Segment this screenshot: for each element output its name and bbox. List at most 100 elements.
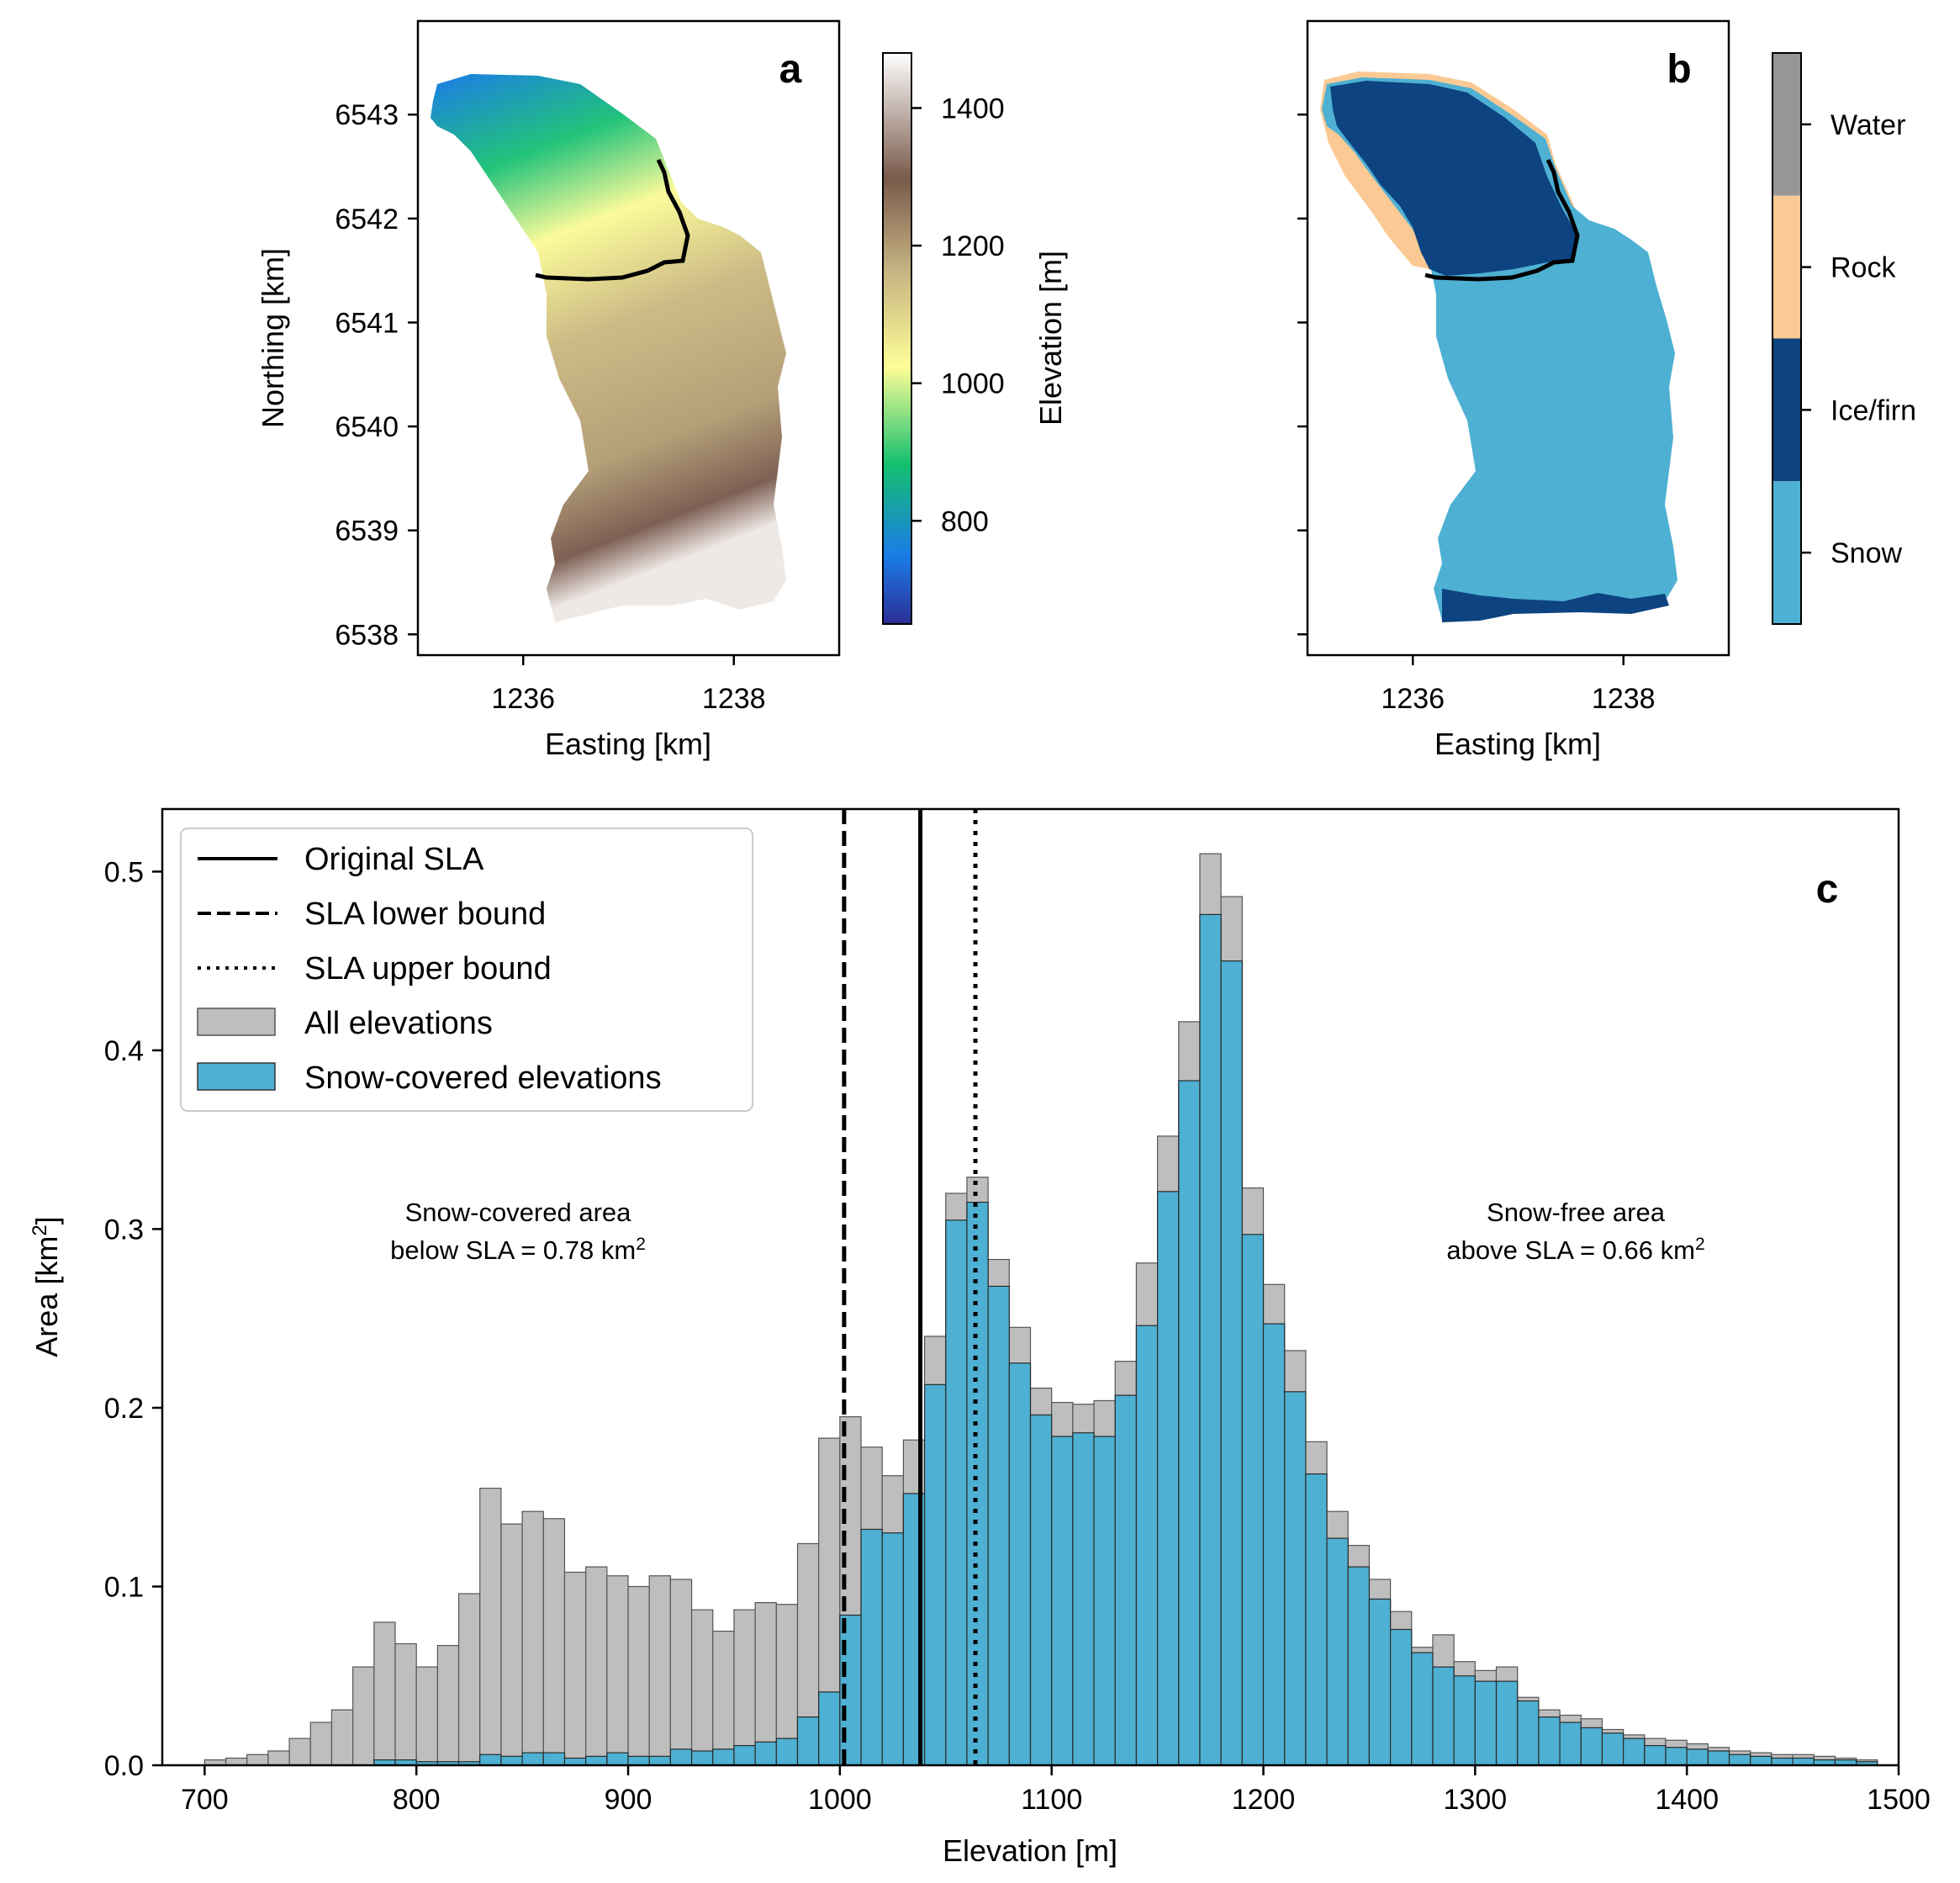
bar-snow-covered xyxy=(775,1738,799,1766)
bar-snow-covered xyxy=(860,1528,883,1766)
bar-all-elevations xyxy=(521,1510,544,1766)
bar-all-elevations xyxy=(733,1609,756,1766)
panel-a-elevation-map: 1236 1238 6538 6539 6540 6541 6542 6543 a East… xyxy=(256,19,1068,761)
panel-a-xtick-label: 1238 xyxy=(702,683,766,715)
bar-snow-covered xyxy=(1644,1745,1667,1766)
bar-all-elevations xyxy=(500,1523,523,1766)
bar-snow-covered xyxy=(966,1201,989,1766)
panel-a-xtick-label: 1236 xyxy=(491,683,555,715)
bar-snow-covered xyxy=(1411,1652,1434,1766)
bar-snow-covered xyxy=(690,1750,714,1766)
bar-snow-covered xyxy=(1135,1325,1159,1766)
elevation-colorbar xyxy=(882,52,912,625)
bar-snow-covered xyxy=(733,1745,756,1766)
bar-snow-covered xyxy=(1305,1473,1328,1766)
glacier-elevation-shape xyxy=(431,74,786,622)
bar-snow-covered xyxy=(1114,1394,1138,1766)
bar-snow-covered xyxy=(1453,1675,1476,1766)
panel-b-letter: b xyxy=(1667,47,1691,92)
bar-snow-covered xyxy=(923,1383,947,1766)
bar-snow-covered xyxy=(1326,1537,1349,1766)
bar-snow-covered xyxy=(987,1285,1010,1766)
bar-all-elevations xyxy=(415,1666,438,1766)
bar-all-elevations xyxy=(436,1645,460,1766)
bar-snow-covered xyxy=(500,1755,523,1766)
panel-c-xtick-label: 800 xyxy=(393,1784,441,1816)
class-label: Ice/firn xyxy=(1831,394,1916,426)
bar-snow-covered xyxy=(1008,1362,1032,1766)
bar-all-elevations xyxy=(669,1579,693,1766)
class-label: Water xyxy=(1831,109,1905,141)
bar-snow-covered xyxy=(521,1752,544,1766)
bar-all-elevations xyxy=(690,1609,714,1766)
panel-a-ytick-label: 6539 xyxy=(335,516,399,547)
bar-snow-covered xyxy=(627,1755,650,1766)
panel-b-xtick-label: 1236 xyxy=(1381,683,1445,715)
bar-snow-covered xyxy=(1665,1747,1688,1766)
bar-snow-covered xyxy=(1559,1722,1582,1766)
panel-a-ytick-label: 6542 xyxy=(335,204,399,235)
bar-snow-covered xyxy=(1051,1436,1074,1766)
class-swatch-ice-firn xyxy=(1772,338,1801,482)
panel-a-ytick-label: 6540 xyxy=(335,411,399,443)
panel-c-xtick-label: 700 xyxy=(181,1784,229,1816)
bar-snow-covered xyxy=(606,1752,629,1766)
legend-label-all-elevations: All elevations xyxy=(304,1006,493,1041)
panel-a-letter: a xyxy=(779,47,802,92)
panel-c-ytick-label: 0.4 xyxy=(104,1035,144,1067)
bar-snow-covered xyxy=(1262,1323,1286,1766)
panel-c-ytick-label: 0.2 xyxy=(104,1393,144,1425)
bar-all-elevations xyxy=(648,1575,671,1766)
panel-b-classification-map: 1236 1238 b Easting [km] Water Rock Ice/fir… xyxy=(1297,19,1916,761)
legend-label-original-sla: Original SLA xyxy=(304,842,484,877)
bar-snow-covered xyxy=(796,1716,820,1766)
bar-snow-covered xyxy=(479,1753,502,1766)
bar-snow-covered xyxy=(1707,1750,1730,1766)
colorbar-tick-label: 1400 xyxy=(941,93,1005,124)
panel-c-xtick-label: 900 xyxy=(605,1784,652,1816)
class-bar-frame xyxy=(1772,52,1802,625)
bar-all-elevations xyxy=(267,1750,290,1766)
bar-snow-covered xyxy=(754,1741,777,1766)
panel-c-ytick-label: 0.5 xyxy=(104,856,144,888)
bar-all-elevations xyxy=(246,1753,269,1766)
annotation-snow-free-line2: above SLA = 0.66 km2 xyxy=(1446,1235,1704,1266)
bar-snow-covered xyxy=(1368,1598,1392,1766)
bar-snow-covered xyxy=(1093,1436,1116,1766)
bar-all-elevations xyxy=(288,1738,311,1766)
class-swatch-snow xyxy=(1772,481,1801,624)
bar-snow-covered xyxy=(1538,1716,1561,1766)
bar-snow-covered xyxy=(1686,1748,1709,1766)
panel-c-xtick-label: 1200 xyxy=(1232,1784,1296,1816)
bar-snow-covered xyxy=(585,1755,608,1766)
legend-swatch-all-elevations xyxy=(197,1008,276,1036)
colorbar-tick-label: 1200 xyxy=(941,230,1005,262)
bar-all-elevations xyxy=(712,1631,735,1766)
bar-all-elevations xyxy=(585,1566,608,1766)
panel-c-ylabel: Area [km2] xyxy=(29,1216,65,1357)
bar-snow-covered xyxy=(712,1748,735,1766)
panel-c-xtick-label: 1000 xyxy=(808,1784,872,1816)
legend-label-sla-upper: SLA upper bound xyxy=(304,951,552,986)
bar-all-elevations xyxy=(373,1621,396,1766)
legend: Original SLA SLA lower bound SLA upper b… xyxy=(180,828,753,1112)
bar-all-elevations xyxy=(457,1593,481,1766)
panel-c-ytick-label: 0.0 xyxy=(104,1750,144,1782)
bar-snow-covered xyxy=(881,1532,905,1766)
bar-snow-covered xyxy=(542,1752,566,1766)
panel-c-ytick-label: 0.3 xyxy=(104,1214,144,1246)
bar-snow-covered xyxy=(1728,1753,1751,1766)
bar-snow-covered xyxy=(1432,1666,1455,1766)
colorbar-tick-label: 800 xyxy=(941,505,989,537)
bar-snow-covered xyxy=(1072,1432,1095,1766)
panel-c-xtick-label: 1300 xyxy=(1444,1784,1508,1816)
panel-c-letter: c xyxy=(1816,867,1839,912)
bar-snow-covered xyxy=(1029,1414,1053,1766)
legend-label-sla-lower: SLA lower bound xyxy=(304,897,546,932)
ice-firn-class-area xyxy=(1330,81,1577,276)
bar-all-elevations xyxy=(479,1487,502,1766)
colorbar-label: Elevation [m] xyxy=(1033,251,1068,426)
bar-snow-covered xyxy=(1623,1738,1646,1766)
bar-snow-covered xyxy=(1495,1680,1519,1766)
bar-snow-covered xyxy=(1241,1234,1265,1766)
